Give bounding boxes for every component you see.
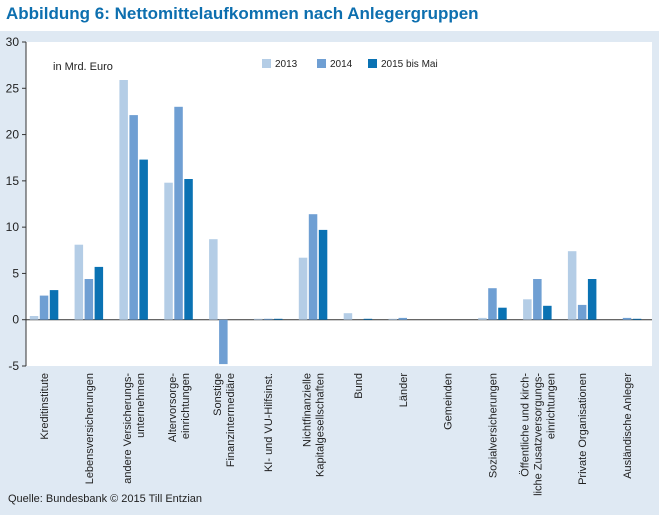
legend-label: 2015 bis Mai: [381, 59, 438, 70]
bar: [632, 318, 642, 320]
bar: [398, 317, 407, 320]
bar: [388, 318, 397, 320]
category-label-line: Private Organisationen: [577, 373, 589, 485]
bar: [523, 299, 532, 320]
bar: [129, 115, 138, 320]
bar: [39, 295, 49, 320]
legend-item: 2015 bis Mai: [368, 59, 438, 70]
y-tick-label: 10: [6, 220, 20, 234]
legend: 2013 2014 2015 bis Mai: [262, 59, 438, 70]
bars: [29, 80, 642, 365]
category-label-line: Altervorsorge-: [167, 373, 179, 442]
bar: [119, 80, 128, 320]
category-label: Lebensversicherungen: [84, 373, 96, 484]
legend-swatch: [368, 59, 377, 68]
bar: [49, 290, 59, 320]
category-label-line: Lebensversicherungen: [84, 373, 96, 484]
bar: [29, 316, 39, 320]
bar: [343, 313, 353, 320]
y-axis: -5 0 5 10 15 20 25 30: [6, 35, 652, 373]
bar: [533, 279, 542, 320]
y-tick-label: 0: [12, 313, 19, 327]
category-labels: Kreditinstitute Lebensversicherungen ander…: [39, 373, 634, 496]
legend-swatch: [317, 59, 326, 68]
category-label-line: einrichtungen: [180, 373, 192, 439]
y-tick-label: 30: [6, 35, 20, 49]
category-label: Nichtfinanzielle Kapitalgesellschaften: [302, 373, 327, 477]
bar: [84, 279, 94, 320]
category-label-line: Nichtfinanzielle: [302, 373, 314, 447]
bar: [94, 266, 104, 320]
category-label-line: Kreditinstitute: [39, 373, 51, 440]
y-tick-label: -5: [8, 359, 19, 373]
bar: [567, 251, 577, 320]
category-label-line: liche Zusatzversorgungs-: [532, 373, 544, 496]
y-tick-label: 15: [6, 174, 20, 188]
bar: [209, 239, 218, 320]
category-label-line: Sozialversicherungen: [487, 373, 499, 478]
legend-swatch: [262, 59, 271, 68]
bar: [139, 159, 148, 320]
legend-label: 2014: [330, 59, 353, 70]
category-label: KI- und VU-Hilfsinst.: [263, 373, 275, 472]
category-label-line: andere Versicherungs-: [122, 373, 134, 484]
bar: [274, 318, 283, 320]
bar: [577, 304, 587, 320]
figure-title: Abbildung 6: Nettomittelaufkommen nach A…: [6, 4, 479, 23]
category-label-line: Länder: [398, 373, 410, 408]
bar: [174, 106, 183, 320]
bar: [318, 229, 328, 320]
category-label-line: Öffentliche und kirch-: [519, 373, 531, 477]
bar: [478, 317, 487, 320]
bar: [543, 305, 552, 320]
bar: [298, 257, 308, 320]
bar: [74, 244, 84, 320]
category-label: Ausländische Anleger: [622, 373, 634, 479]
y-tick-label: 5: [12, 266, 19, 280]
category-label: Private Organisationen: [577, 373, 589, 485]
bar: [184, 179, 193, 320]
y-tick-label: 20: [6, 128, 20, 142]
category-label-line: Gemeinden: [443, 373, 455, 430]
category-label: Länder: [398, 373, 410, 408]
bar: [587, 279, 597, 320]
bar: [164, 182, 173, 320]
bar: [219, 319, 228, 365]
legend-label: 2013: [275, 59, 298, 70]
y-tick-label: 25: [6, 81, 20, 95]
category-label-line: einrichtungen: [545, 373, 557, 439]
category-label: Altervorsorge-einrichtungen: [167, 373, 192, 442]
category-label-line: Ausländische Anleger: [622, 373, 634, 479]
bar: [622, 317, 632, 320]
legend-item: 2013: [262, 59, 298, 70]
unit-note: in Mrd. Euro: [53, 61, 113, 73]
category-label-line: unternehmen: [135, 373, 147, 438]
category-label-line: Kapitalgesellschaften: [315, 373, 327, 477]
category-label: Sozialversicherungen: [487, 373, 499, 478]
category-label: Bund: [353, 373, 365, 399]
bar: [488, 288, 497, 320]
category-label: Kreditinstitute: [39, 373, 51, 440]
bar: [254, 318, 263, 320]
bar: [264, 318, 273, 320]
category-label-line: Finanzintermediäre: [225, 373, 237, 467]
category-label: andere Versicherungs-unternehmen: [122, 373, 147, 484]
category-label: Gemeinden: [443, 373, 455, 430]
bar: [498, 307, 507, 320]
legend-item: 2014: [317, 59, 353, 70]
source-note: Quelle: Bundesbank © 2015 Till Entzian: [8, 493, 203, 505]
category-label-line: Sonstige: [212, 373, 224, 416]
category-label-line: KI- und VU-Hilfsinst.: [263, 373, 275, 472]
bar: [363, 318, 373, 320]
category-label: Öffentliche und kirch-liche Zusatzversor…: [519, 373, 557, 496]
category-label-line: Bund: [353, 373, 365, 399]
category-label: Sonstige Finanzintermediäre: [212, 373, 237, 467]
bar: [308, 214, 318, 320]
